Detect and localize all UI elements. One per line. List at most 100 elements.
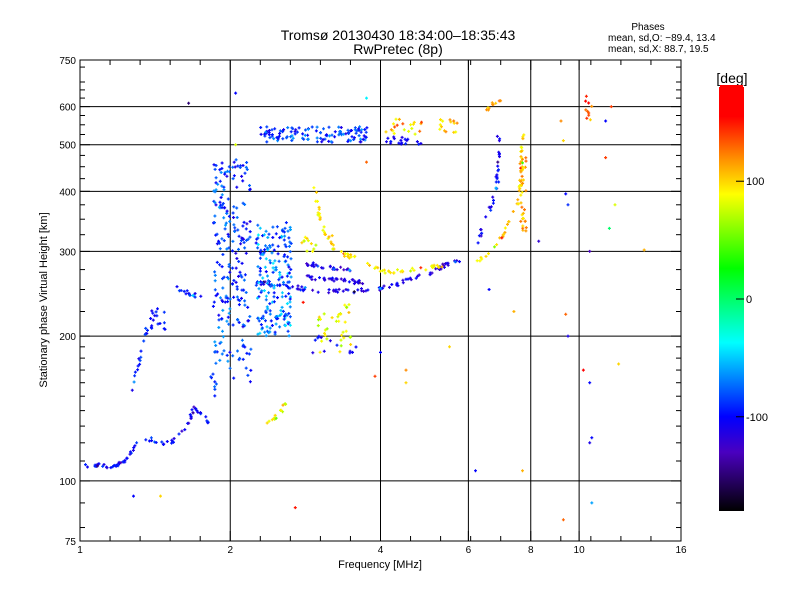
trace-point-F-X-arc <box>315 190 318 194</box>
cluster-point-spread-F-block <box>254 283 258 287</box>
x-tick-label: 8 <box>528 545 534 556</box>
cluster-point-spread-F-col2 <box>232 216 235 219</box>
cluster-point-spread-F-block <box>284 312 288 316</box>
cluster-point-spread-F-block <box>284 283 288 287</box>
trace-point-Es-rising <box>146 328 149 332</box>
cluster-point-spread-F-col1 <box>221 335 225 339</box>
cluster-point-lower-yellow <box>347 311 351 314</box>
cluster-point-multi-hop-O <box>265 125 269 129</box>
cluster-point-spread-F-col1 <box>217 326 221 329</box>
trace-point-F-O-third <box>335 268 339 272</box>
single-point <box>566 203 570 207</box>
cluster-point-lower-blue <box>319 336 323 339</box>
cluster-point-multi-hop-O <box>333 130 337 134</box>
trace-point-F-O-main <box>378 287 382 290</box>
cluster-point-spread-F-col1 <box>225 353 229 357</box>
cluster-point-spread-F-col2 <box>231 239 235 243</box>
plot-frame <box>79 59 682 542</box>
cluster-point-spread-F-block <box>287 312 291 315</box>
cluster-point-spread-F-block <box>287 236 291 240</box>
cluster-point-spread-F-block <box>275 225 279 229</box>
cluster-point-multi-hop-X <box>411 122 415 126</box>
cluster-point-multi-hop-O <box>339 131 343 135</box>
cluster-point-lower-yellow <box>340 333 344 337</box>
trace-point-F2-X-cusp <box>502 232 506 236</box>
cluster-point-spread-F-block <box>260 289 264 293</box>
cluster-point-spread-F-block <box>264 334 268 338</box>
single-point <box>404 381 408 385</box>
cluster-point-spread-F-col2 <box>246 373 250 377</box>
cluster-point-multi-hop-O <box>297 126 301 130</box>
cluster-point-spread-F-col2 <box>234 280 238 284</box>
cluster-point-X-cusp-fill <box>521 181 525 185</box>
cluster-point-spread-F-block <box>262 289 266 293</box>
cluster-point-multi-hop-O <box>320 140 324 144</box>
trace-point-F-X-arc <box>327 235 331 239</box>
single-point <box>588 249 592 253</box>
single-point <box>581 368 585 372</box>
cluster-point-multi-hop-O <box>289 130 293 134</box>
cluster-point-X-mid <box>306 239 310 243</box>
trace-point-F1-low <box>182 289 186 293</box>
cluster-point-spread-F-col2 <box>236 298 240 302</box>
cluster-point-spread-F-block <box>282 317 286 321</box>
cluster-point-spread-F-col2 <box>232 205 236 209</box>
cluster-point-spread-F-block <box>286 229 290 233</box>
trace-point-E-trace-low <box>84 463 87 467</box>
cluster-point-lower-yellow <box>343 303 347 307</box>
trace-point-F-X-arc <box>316 213 320 217</box>
cluster-point-spread-F-col1 <box>220 161 224 165</box>
trace-point-F-O-main <box>453 260 457 264</box>
trace-point-F1-low <box>179 289 183 292</box>
cluster-point-multi-hop-O <box>350 135 354 139</box>
cluster-point-multi-hop-X-b <box>455 121 459 125</box>
cluster-point-spread-F-block <box>274 268 278 272</box>
cluster-point-spread-F-col1 <box>228 366 232 370</box>
trace-point-F2-X-cusp <box>519 193 523 197</box>
cluster-point-lower-yellow <box>317 318 320 322</box>
trace-point-F2-X-cusp <box>516 198 520 202</box>
cluster-point-spread-F-block <box>268 312 272 316</box>
cluster-point-multi-hop-O-b <box>415 140 419 144</box>
cluster-point-spread-F-block <box>258 226 262 230</box>
cluster-point-spread-F-col2 <box>231 177 235 181</box>
cluster-point-multi-hop-O <box>319 136 323 140</box>
cluster-point-multi-hop-O-b <box>406 137 410 141</box>
cluster-point-multi-hop-O <box>259 132 263 136</box>
cluster-point-spread-F-block <box>264 309 268 313</box>
cluster-point-spread-F-col2 <box>240 296 243 300</box>
cluster-point-spread-F-col2 <box>244 165 248 169</box>
cluster-point-spread-F-col1 <box>221 329 224 333</box>
trace-point-Es-yellow <box>265 421 269 425</box>
trace-point-F2-X-cusp <box>503 231 507 234</box>
cluster-point-high-column <box>584 108 588 112</box>
cluster-point-X-cusp-fill <box>520 174 524 178</box>
cluster-point-spread-F-block <box>265 325 269 329</box>
cluster-point-spread-F-col1 <box>226 296 230 300</box>
cluster-point-spread-F-block <box>254 241 258 245</box>
single-point <box>234 91 238 95</box>
cluster-point-X-mid <box>300 241 304 245</box>
trace-point-F2-X-cusp <box>521 161 524 165</box>
cluster-point-X-mid <box>312 247 316 251</box>
cluster-point-multi-hop-O <box>327 125 331 129</box>
trace-point-Es-rising <box>137 357 141 361</box>
cluster-point-spread-F-col2 <box>240 275 244 279</box>
cluster-point-multi-hop-X-b <box>454 130 458 134</box>
cluster-point-E-vertical <box>156 307 159 311</box>
trace-point-E-trace-second <box>189 416 193 420</box>
trace-point-F2-X-cusp <box>517 202 520 206</box>
cluster-point-X-mid <box>303 235 307 239</box>
cluster-point-spread-F-col2 <box>232 376 236 380</box>
trace-point-E-trace-low <box>105 466 109 470</box>
trace-point-F2-O-cusp <box>476 241 480 245</box>
cluster-point-multi-hop-O <box>291 136 295 140</box>
single-point <box>159 494 162 498</box>
cluster-point-multi-hop-O <box>294 128 298 132</box>
cluster-point-multi-hop-O <box>322 127 325 131</box>
cluster-point-spread-F-col1 <box>222 216 226 220</box>
cluster-point-spread-F-col2 <box>241 179 245 183</box>
cluster-point-spread-F-block <box>264 270 268 274</box>
cluster-point-E-vertical <box>158 322 162 325</box>
trace-point-E-trace-low <box>96 464 99 468</box>
